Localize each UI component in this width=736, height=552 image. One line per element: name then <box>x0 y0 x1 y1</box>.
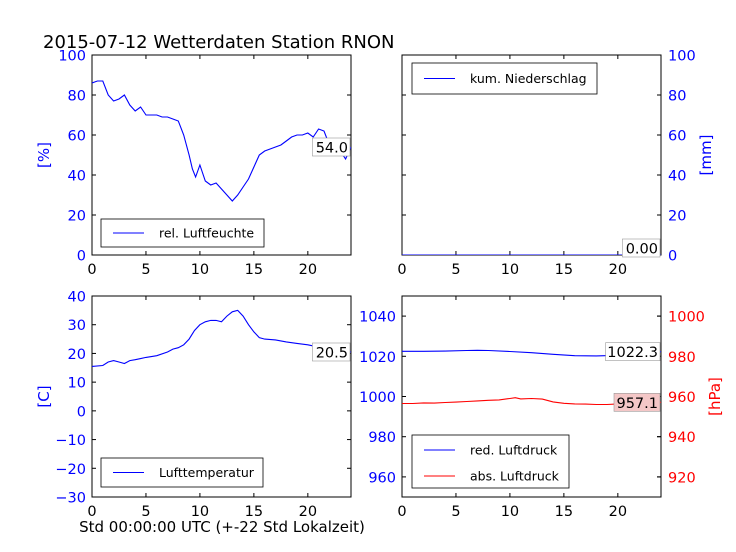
y-tick-label: 20 <box>68 347 86 363</box>
series-line-humidity <box>92 80 351 202</box>
x-tick-label: 15 <box>245 504 263 520</box>
y-tick-label: 80 <box>68 89 86 105</box>
x-tick-label: 20 <box>299 262 317 278</box>
y-axis-label: [%] <box>35 142 53 168</box>
value-badge-pressure: 957.1 <box>616 396 658 412</box>
x-tick-label: 0 <box>87 262 96 278</box>
y-axis-label: [C] <box>35 385 53 407</box>
x-tick-label: 5 <box>451 262 460 278</box>
y-tick-label: 20 <box>668 209 686 225</box>
y-tick-label: 100 <box>58 49 86 65</box>
value-badge-pressure-box <box>605 342 661 361</box>
x-tick-label: 15 <box>555 262 573 278</box>
y-tick-label: −10 <box>55 433 86 449</box>
value-badge-temperature-box <box>312 342 351 362</box>
y-tick-label: 980 <box>368 430 396 446</box>
y-tick-label: 0 <box>668 249 677 265</box>
y-tick-label: 40 <box>68 169 86 185</box>
legend-label: abs. Luftdruck <box>470 469 560 484</box>
x-tick-label: 20 <box>299 504 317 520</box>
y-tick-label: 80 <box>668 89 686 105</box>
y-tick-label: 10 <box>68 376 86 392</box>
y-right-tick-label: 980 <box>668 350 696 366</box>
x-tick-label: 20 <box>609 504 627 520</box>
value-badge-temperature: 20.5 <box>316 345 348 361</box>
y-tick-label: 100 <box>668 49 696 65</box>
y-tick-label: 960 <box>368 470 396 486</box>
panel-precipitation: 0 5 10 15 20 0 20 40 60 80 100 [mm] 0.00 kum. Nieders… <box>397 49 715 279</box>
y-tick-label: 40 <box>668 169 686 185</box>
legend-precipitation: kum. Niederschlag <box>411 62 598 95</box>
y-tick-label: 0 <box>77 404 86 420</box>
y-right-tick-label: 940 <box>668 430 696 446</box>
panel-humidity: 0 5 10 15 20 0 20 40 60 80 100 [%] 54.0 rel. Luftfeuc… <box>35 49 352 278</box>
value-badge-precipitation-box <box>622 238 661 258</box>
y-tick-label: −20 <box>55 462 86 478</box>
y-axis-label: [mm] <box>697 135 715 176</box>
y-right-axis-label: [hPa] <box>706 377 724 416</box>
x-tick-label: 5 <box>451 504 460 520</box>
x-tick-label: 5 <box>141 262 150 278</box>
legend-label: Lufttemperatur <box>159 465 255 480</box>
figure-title: 2015-07-12 Wetterdaten Station RNON <box>43 32 394 53</box>
x-tick-label: 0 <box>397 504 406 520</box>
value-badge-pressure-box <box>613 393 661 412</box>
y-tick-label: 0 <box>77 249 86 265</box>
y-tick-label: 20 <box>68 209 86 225</box>
x-tick-label: 10 <box>501 504 519 520</box>
figure-xlabel: Std 00:00:00 UTC (+-22 Std Lokalzeit) <box>79 518 365 536</box>
legend-humidity: rel. Luftfeuchte <box>100 218 265 248</box>
x-tick-label: 0 <box>397 262 406 278</box>
y-tick-label: 1020 <box>359 350 396 366</box>
y-tick-label: −30 <box>55 491 86 507</box>
legend-label: rel. Luftfeuchte <box>159 226 254 241</box>
value-badge-humidity-box <box>312 137 351 157</box>
legend-pressure: red. Luftdruck abs. Luftdruck <box>411 434 570 489</box>
y-tick-label: 60 <box>668 129 686 145</box>
y-right-tick-label: 920 <box>668 470 696 486</box>
legend-box <box>411 434 570 489</box>
x-tick-label: 15 <box>555 504 573 520</box>
value-badge-precipitation: 0.00 <box>626 242 658 258</box>
x-tick-label: 10 <box>191 262 209 278</box>
legend-label: kum. Niederschlag <box>470 71 587 86</box>
y-tick-label: 1040 <box>359 310 396 326</box>
legend-temperature: Lufttemperatur <box>100 457 264 488</box>
y-tick-label: 40 <box>68 290 86 306</box>
y-tick-label: 30 <box>68 318 86 334</box>
panel-temperature: 0 5 10 15 20 −30 −20 −10 0 10 20 30 40 [C] 20.5 Lufttem… <box>35 290 352 520</box>
x-tick-label: 10 <box>501 262 519 278</box>
panel-pressure: 0 5 10 15 20 960 980 1000 1020 1040 920 940 960 980 10… <box>359 295 724 520</box>
x-tick-label: 20 <box>609 262 627 278</box>
y-right-tick-label: 960 <box>668 390 696 406</box>
x-tick-label: 15 <box>245 262 263 278</box>
y-tick-label: 1000 <box>359 390 396 406</box>
y-tick-label: 60 <box>68 129 86 145</box>
x-tick-label: 5 <box>141 504 150 520</box>
legend-label: red. Luftdruck <box>470 443 558 458</box>
x-tick-label: 10 <box>191 504 209 520</box>
value-badge-humidity: 54.0 <box>316 141 348 157</box>
value-badge-pressure: 1022.3 <box>607 345 658 361</box>
x-tick-label: 0 <box>87 504 96 520</box>
y-right-tick-label: 1000 <box>668 310 705 326</box>
series-line-temperature <box>92 309 351 367</box>
